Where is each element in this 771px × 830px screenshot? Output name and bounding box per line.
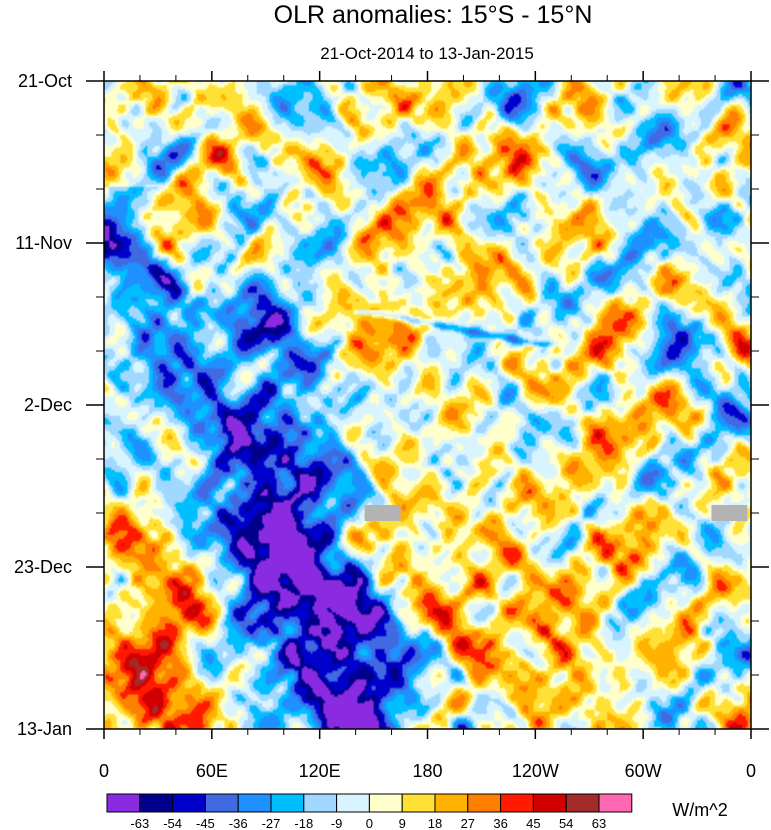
colorbar: -63 -54 -45 -36 -27 -18 -9 0 9 18 27 36 45 54 63 W/m^2: [106, 793, 728, 830]
chart-title: OLR anomalies: 15°S - 15°N: [274, 1, 593, 29]
y-tick-label: 2-Dec: [24, 395, 72, 415]
chart-subtitle: 21-Oct-2014 to 13-Jan-2015: [320, 44, 534, 63]
colorbar-box: [500, 793, 534, 813]
colorbar-box: [532, 793, 567, 813]
colorbar-box: [106, 793, 141, 813]
x-tick-label: 0: [746, 761, 756, 781]
colorbar-box: [368, 793, 403, 813]
colorbar-box: [598, 793, 633, 813]
colorbar-box: [139, 793, 174, 813]
colorbar-box: [467, 793, 502, 813]
colorbar-box: [434, 793, 469, 813]
colorbar-level-label: -63: [130, 816, 149, 830]
colorbar-labels: -63 -54 -45 -36 -27 -18 -9 0 9 18 27 36 45 54 63: [130, 816, 606, 830]
colorbar-box: [336, 793, 370, 813]
x-tick-label: 60W: [625, 761, 662, 781]
colorbar-level-label: 36: [493, 816, 507, 830]
colorbar-level-label: -18: [294, 816, 313, 830]
colorbar-box: [204, 793, 239, 813]
colorbar-boxes: [106, 793, 633, 813]
x-tick-label: 120W: [512, 761, 559, 781]
colorbar-level-label: 63: [592, 816, 606, 830]
x-tick-label: 0: [99, 761, 109, 781]
y-tick-label: 13-Jan: [17, 719, 72, 739]
colorbar-level-label: -27: [262, 816, 281, 830]
colorbar-box: [401, 793, 436, 813]
x-tick-label: 120E: [299, 761, 341, 781]
x-tick-label: 60E: [196, 761, 228, 781]
colorbar-level-label: -54: [163, 816, 182, 830]
y-tick-label: 23-Dec: [14, 557, 72, 577]
colorbar-box: [270, 793, 305, 813]
missing-data-patch: [711, 505, 748, 521]
colorbar-unit: W/m^2: [672, 800, 727, 820]
colorbar-box: [565, 793, 600, 813]
colorbar-level-label: -9: [331, 816, 343, 830]
x-axis-tick-labels: 0 60E 120E 180 120W 60W 0: [99, 761, 756, 781]
colorbar-level-label: 45: [526, 816, 540, 830]
x-tick-label: 180: [412, 761, 442, 781]
colorbar-level-label: -36: [229, 816, 248, 830]
missing-data-patch: [364, 505, 401, 521]
colorbar-level-label: -45: [196, 816, 215, 830]
missing-data-layer: [364, 505, 748, 521]
olr-anomaly-field: [104, 81, 751, 729]
y-tick-label: 11-Nov: [15, 233, 72, 253]
colorbar-level-label: 9: [399, 816, 406, 830]
y-axis-tick-labels: 21-Oct 11-Nov 2-Dec 23-Dec 13-Jan: [14, 71, 72, 739]
heatmap-plot-area: [103, 80, 752, 730]
colorbar-box: [303, 793, 338, 813]
colorbar-level-label: 54: [559, 816, 573, 830]
colorbar-level-label: 0: [366, 816, 373, 830]
y-tick-label: 21-Oct: [18, 71, 72, 91]
colorbar-box: [237, 793, 272, 813]
colorbar-box: [172, 793, 206, 813]
colorbar-level-label: 27: [461, 816, 475, 830]
colorbar-level-label: 18: [428, 816, 442, 830]
axis-ticks: [86, 71, 769, 739]
